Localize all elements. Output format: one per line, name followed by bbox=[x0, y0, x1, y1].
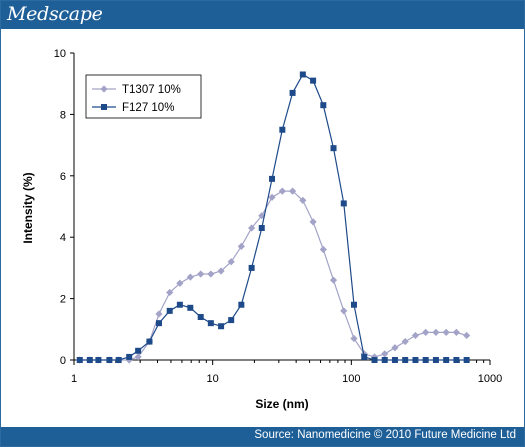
data-point bbox=[442, 328, 450, 336]
data-point bbox=[176, 279, 184, 287]
data-point bbox=[360, 350, 368, 358]
x-axis-label: Size (nm) bbox=[255, 397, 308, 411]
data-point bbox=[391, 344, 399, 352]
data-point bbox=[401, 337, 409, 346]
x-tick-label: 1 bbox=[71, 373, 77, 385]
series-1 bbox=[76, 187, 471, 364]
legend-swatch-marker bbox=[101, 104, 107, 110]
legend: T1307 10% F127 10% bbox=[85, 74, 202, 119]
data-point bbox=[166, 288, 174, 297]
x-tick-label: 100 bbox=[342, 373, 360, 385]
data-point bbox=[432, 328, 440, 336]
y-axis-label: Intensity (%) bbox=[21, 172, 35, 243]
data-point bbox=[135, 347, 142, 354]
intensity-size-chart: 0 2 4 6 8 10 1 10 100 1000 T1307 10% F127 10% Size… bbox=[21, 48, 502, 411]
data-point bbox=[452, 328, 461, 336]
y-tick-label: 4 bbox=[60, 232, 66, 244]
data-point bbox=[453, 357, 460, 363]
data-point bbox=[350, 334, 358, 343]
data-point bbox=[412, 357, 419, 363]
data-point bbox=[258, 224, 265, 231]
data-point bbox=[361, 353, 368, 360]
chart-panel: 0 2 4 6 8 10 1 10 100 1000 T1307 10% F127 10% Size… bbox=[1, 29, 524, 427]
legend-box bbox=[85, 74, 202, 119]
footer-bar: Source: Nanomedicine © 2010 Future Medic… bbox=[1, 427, 524, 446]
data-point bbox=[350, 301, 357, 308]
data-point bbox=[207, 320, 214, 327]
data-point bbox=[411, 331, 420, 340]
data-point bbox=[115, 357, 122, 363]
medscape-logo: Medscape bbox=[7, 3, 103, 25]
y-tick-label: 2 bbox=[60, 294, 66, 306]
data-point bbox=[320, 102, 327, 109]
legend-swatch-marker bbox=[100, 85, 108, 93]
data-point bbox=[187, 304, 194, 311]
data-point bbox=[310, 77, 317, 84]
data-point bbox=[319, 245, 327, 254]
header-bar: Medscape bbox=[1, 1, 524, 29]
data-point bbox=[197, 270, 205, 278]
data-point bbox=[289, 89, 296, 96]
data-point bbox=[299, 71, 306, 78]
data-point bbox=[218, 323, 225, 330]
data-point bbox=[227, 258, 235, 266]
data-point bbox=[186, 273, 194, 281]
series-2 bbox=[76, 71, 470, 363]
y-tick-label: 10 bbox=[54, 48, 66, 60]
data-point bbox=[463, 331, 471, 340]
data-point bbox=[248, 224, 256, 232]
data-point bbox=[176, 301, 183, 308]
data-point bbox=[340, 307, 348, 315]
data-point bbox=[106, 357, 113, 363]
data-point bbox=[95, 357, 102, 363]
data-point bbox=[371, 357, 378, 363]
data-point bbox=[432, 357, 439, 363]
data-point bbox=[238, 301, 245, 308]
data-point bbox=[207, 270, 215, 278]
source-credit: Source: Nanomedicine © 2010 Future Medic… bbox=[254, 429, 516, 441]
axes: 0 2 4 6 8 10 1 10 100 1000 bbox=[54, 48, 502, 385]
series-layer bbox=[76, 71, 471, 364]
data-point bbox=[329, 276, 338, 284]
data-point bbox=[155, 320, 162, 327]
data-point bbox=[381, 350, 389, 358]
data-point bbox=[76, 357, 83, 363]
data-point bbox=[228, 317, 235, 324]
x-tick-label: 1000 bbox=[478, 373, 502, 385]
data-point bbox=[443, 357, 450, 363]
data-point bbox=[155, 310, 163, 318]
legend-label: T1307 10% bbox=[122, 84, 181, 96]
data-point bbox=[402, 357, 409, 363]
data-point bbox=[288, 187, 297, 195]
data-point bbox=[146, 338, 153, 345]
data-point bbox=[340, 200, 347, 207]
y-tick-label: 0 bbox=[60, 355, 66, 367]
legend-label: F127 10% bbox=[122, 102, 174, 114]
data-point bbox=[86, 357, 93, 363]
data-point bbox=[381, 357, 388, 363]
data-point bbox=[237, 242, 245, 251]
data-point bbox=[299, 196, 307, 204]
data-point bbox=[197, 314, 204, 321]
data-point bbox=[309, 218, 317, 226]
data-point bbox=[279, 126, 286, 133]
data-point bbox=[248, 264, 255, 271]
data-point bbox=[126, 353, 133, 360]
y-tick-label: 6 bbox=[60, 171, 66, 183]
data-point bbox=[422, 328, 430, 336]
data-point bbox=[391, 357, 398, 363]
data-point bbox=[269, 175, 276, 182]
data-point bbox=[268, 193, 276, 201]
x-tick-label: 10 bbox=[207, 373, 219, 385]
data-point bbox=[278, 187, 286, 195]
data-point bbox=[422, 357, 429, 363]
data-point bbox=[330, 145, 337, 152]
data-point bbox=[463, 357, 470, 363]
data-point bbox=[166, 307, 173, 314]
series-line bbox=[79, 190, 467, 361]
y-tick-label: 8 bbox=[60, 109, 66, 121]
data-point bbox=[134, 353, 142, 361]
